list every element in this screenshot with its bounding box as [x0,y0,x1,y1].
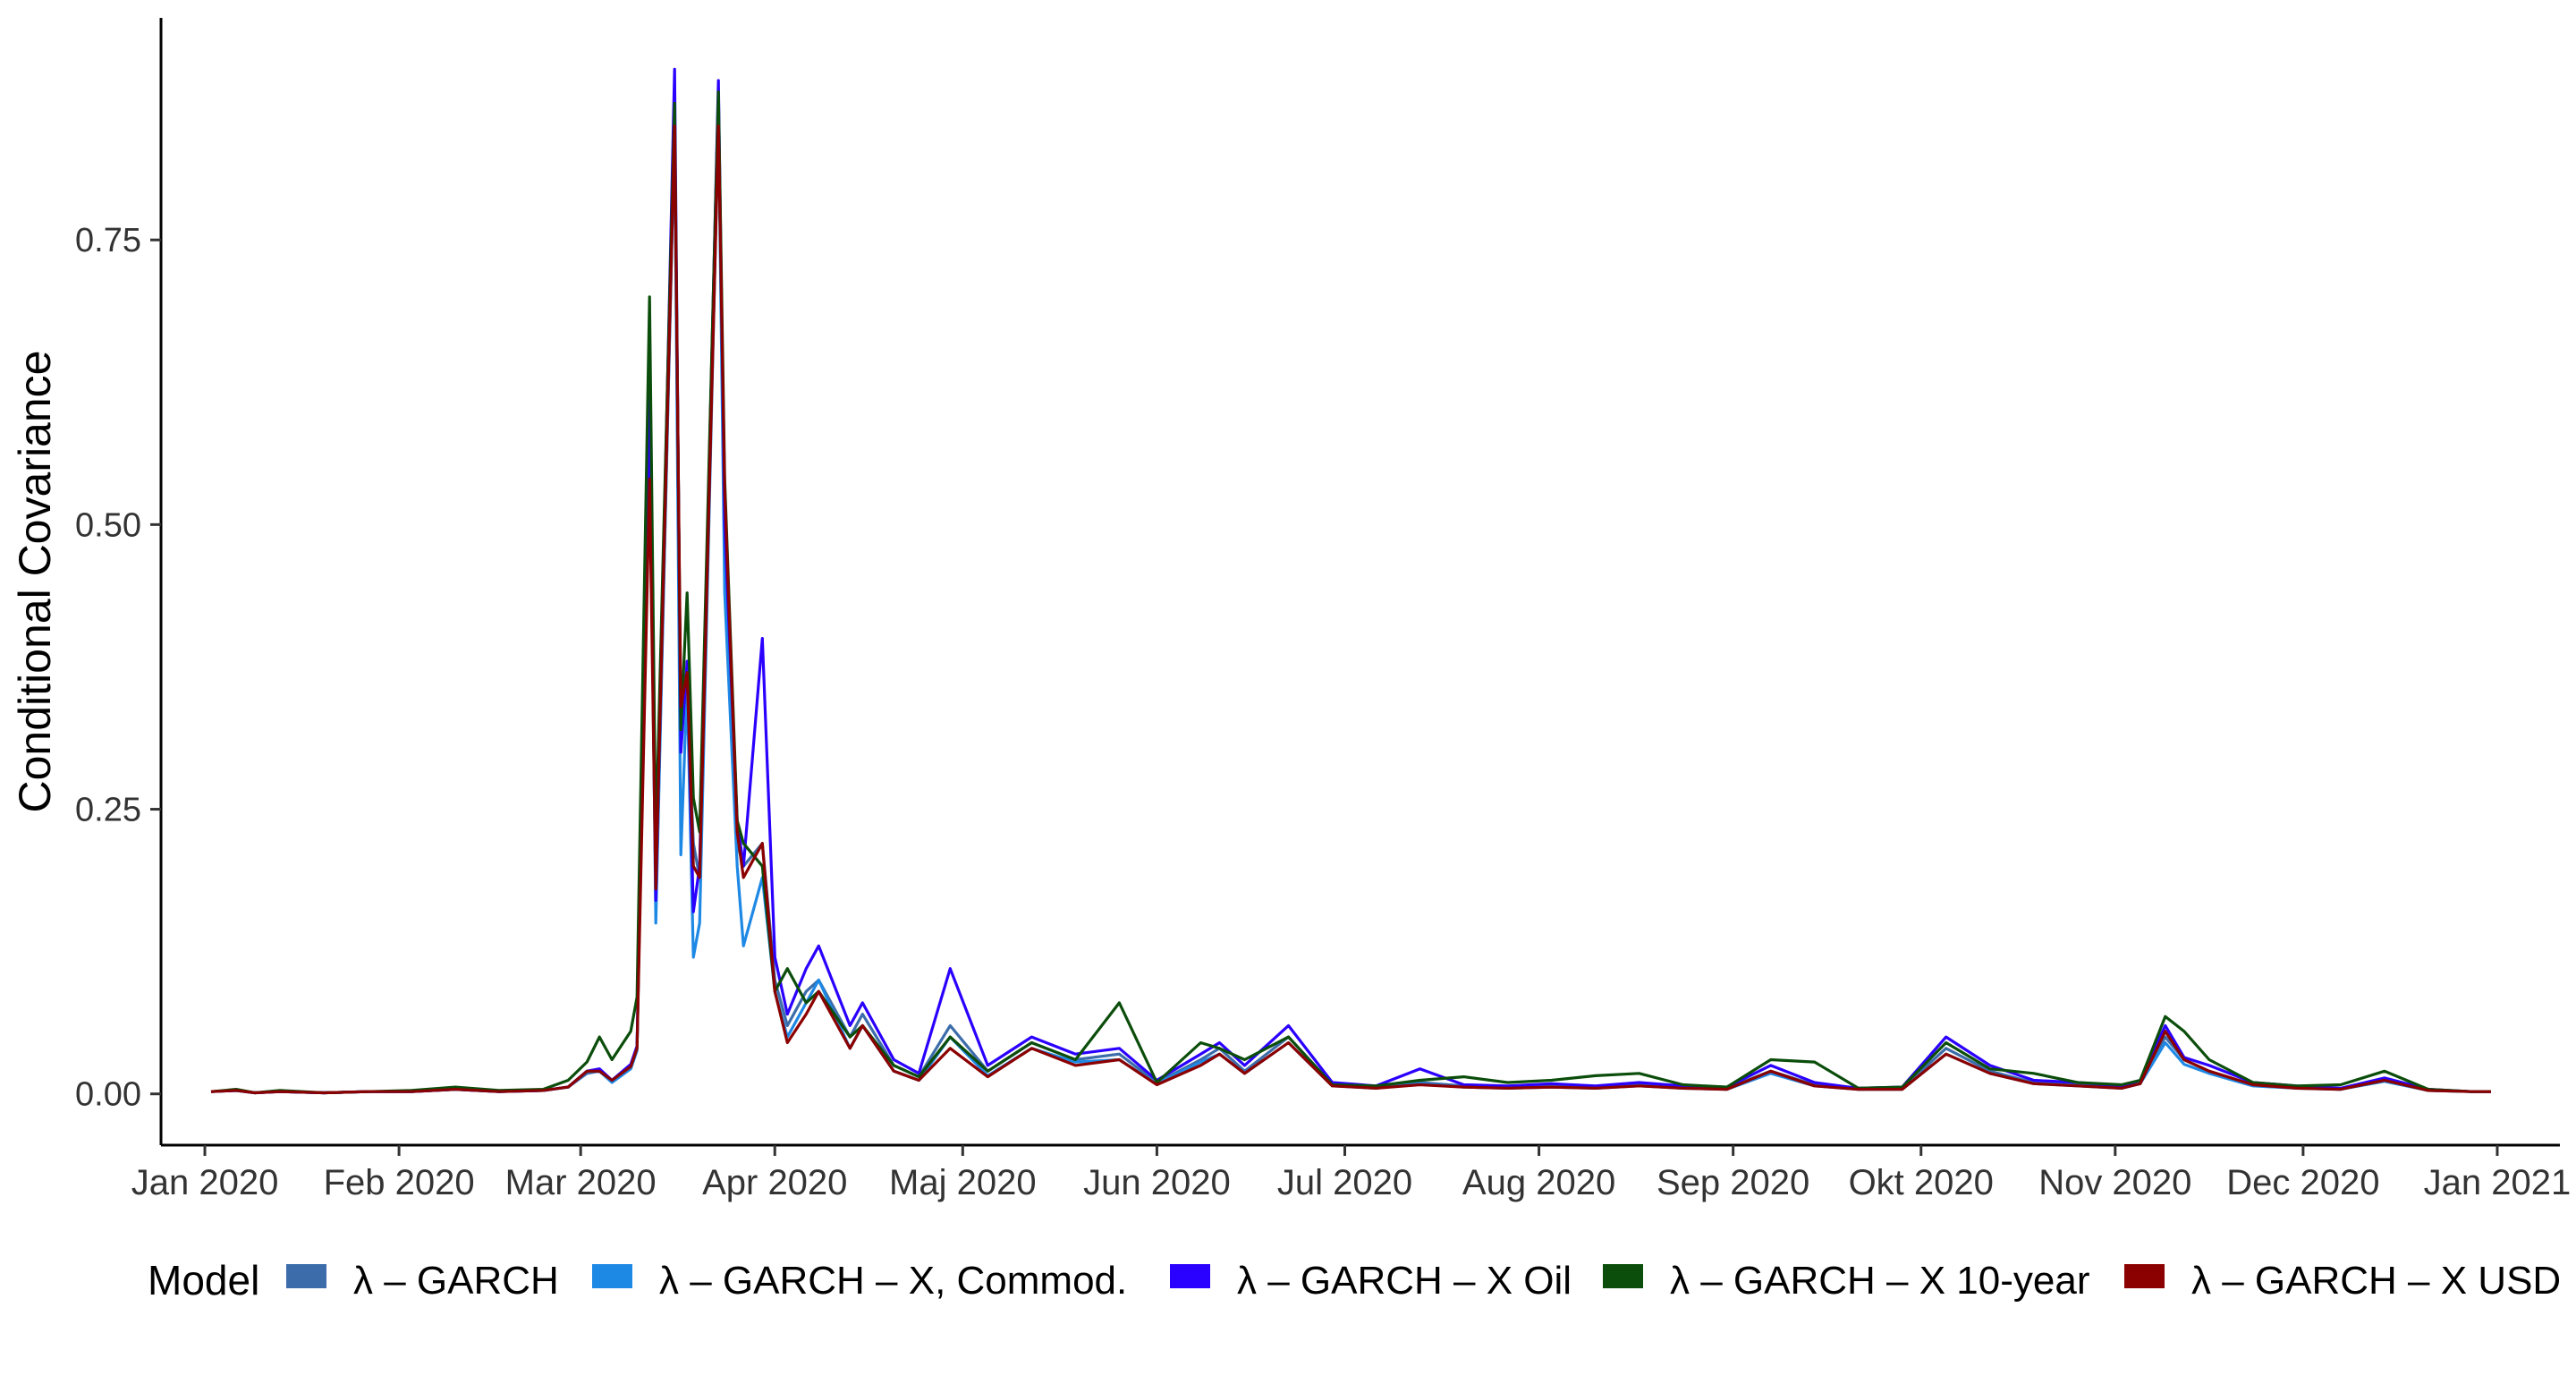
y-axis-title: Conditional Covariance [10,351,60,813]
x-tick-label: Jun 2020 [1083,1163,1231,1202]
series-lines [210,67,2491,1095]
legend-swatch [2124,1264,2165,1288]
legend-label: λ – GARCH – X Oil [1237,1259,1572,1303]
x-tick-label: Jan 2020 [131,1163,279,1202]
x-tick-label: Apr 2020 [702,1163,847,1202]
x-tick-label: Jan 2021 [2424,1163,2572,1202]
series-line-2 [210,67,2491,1095]
series-line-0 [210,113,2491,1095]
legend-label: λ – GARCH – X 10-year [1670,1259,2090,1303]
x-tick-label: Maj 2020 [889,1163,1037,1202]
y-axis-ticks: 0.00 0.25 0.50 0.75 [75,222,161,1114]
legend-swatch [286,1264,326,1288]
x-tick-label: Mar 2020 [505,1163,657,1202]
legend-swatch [1170,1264,1210,1288]
x-tick-label: Sep 2020 [1657,1163,1809,1202]
x-tick-label: Nov 2020 [2038,1163,2191,1202]
x-tick-label: Jul 2020 [1277,1163,1412,1202]
x-tick-label: Okt 2020 [1849,1163,1994,1202]
x-tick-label: Dec 2020 [2226,1163,2379,1202]
y-tick-label: 0.00 [75,1076,141,1114]
legend-label: λ – GARCH – X, Commod. [659,1259,1127,1303]
y-tick-label: 0.25 [75,792,141,829]
series-line-3 [210,90,2491,1095]
legend-label: λ – GARCH – X USD [2191,1259,2561,1303]
x-tick-label: Feb 2020 [324,1163,475,1202]
legend-swatch [592,1264,632,1288]
axes [159,18,2560,1147]
series-line-1 [210,113,2491,1095]
series-line-4 [210,124,2491,1095]
legend-swatch [1603,1264,1643,1288]
y-tick-label: 0.75 [75,222,141,259]
legend: Model λ – GARCH λ – GARCH – X, Commod. λ –… [148,1257,2561,1303]
legend-title: Model [148,1257,259,1303]
legend-label: λ – GARCH [353,1259,559,1303]
x-axis-ticks: Jan 2020 Feb 2020 Mar 2020 Apr 2020 Maj 2020… [131,1145,2572,1202]
y-tick-label: 0.50 [75,506,141,544]
x-tick-label: Aug 2020 [1462,1163,1615,1202]
